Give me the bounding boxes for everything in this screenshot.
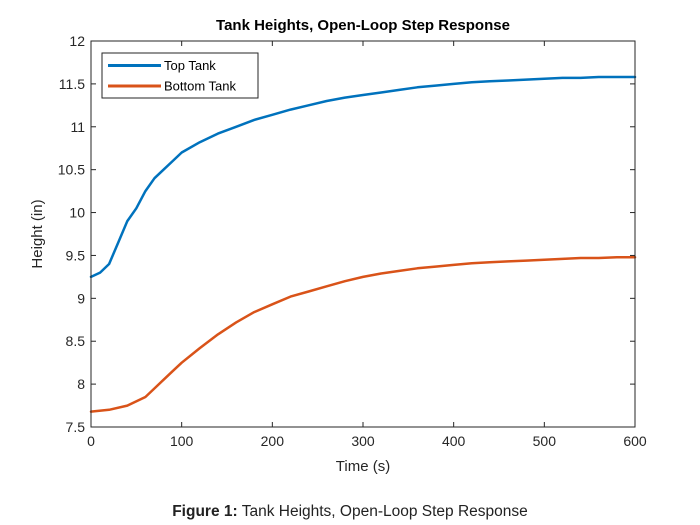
figure-caption-label: Figure 1: [172,503,238,520]
chart-title: Tank Heights, Open-Loop Step Response [216,17,510,34]
x-tick-label: 100 [170,433,194,449]
figure-caption-text: Tank Heights, Open-Loop Step Response [241,503,528,520]
y-tick-label: 10 [69,205,85,221]
axis-ticks: 0 100 200 300 400 500 600 7.5 8 8.5 9 9.5 10 10.5 11 11… [58,33,647,449]
series-line-bottom-tank [89,255,637,413]
y-tick-label: 12 [69,33,85,49]
y-tick-label: 11 [70,119,85,135]
series-layer [89,75,637,413]
x-tick-label: 300 [351,433,375,449]
y-tick-label: 11.5 [59,76,85,92]
x-tick-label: 500 [533,433,557,449]
legend: Top Tank Bottom Tank [101,52,259,99]
legend-label-bottom-tank: Bottom Tank [164,79,237,94]
legend-box [101,52,259,99]
chart-figure: 0 100 200 300 400 500 600 7.5 8 8.5 9 9.5 10 10.5 11 11… [29,17,647,475]
y-tick-label: 10.5 [58,162,85,178]
y-tick-label: 8.5 [66,333,86,349]
y-tick-label: 8 [77,376,85,392]
legend-label-top-tank: Top Tank [164,58,216,73]
series-line-top-tank [89,75,637,279]
x-tick-label: 0 [87,433,95,449]
x-tick-label: 400 [442,433,466,449]
y-tick-label: 9 [77,290,85,306]
y-axis-label: Height (in) [29,199,46,268]
y-tick-label: 9.5 [66,247,86,263]
figure-caption: Figure 1: Tank Heights, Open-Loop Step R… [0,503,700,521]
plot-background [91,41,635,427]
x-tick-label: 600 [623,433,647,449]
y-tick-label: 7.5 [66,419,86,435]
x-axis-label: Time (s) [336,458,390,475]
x-tick-label: 200 [261,433,285,449]
